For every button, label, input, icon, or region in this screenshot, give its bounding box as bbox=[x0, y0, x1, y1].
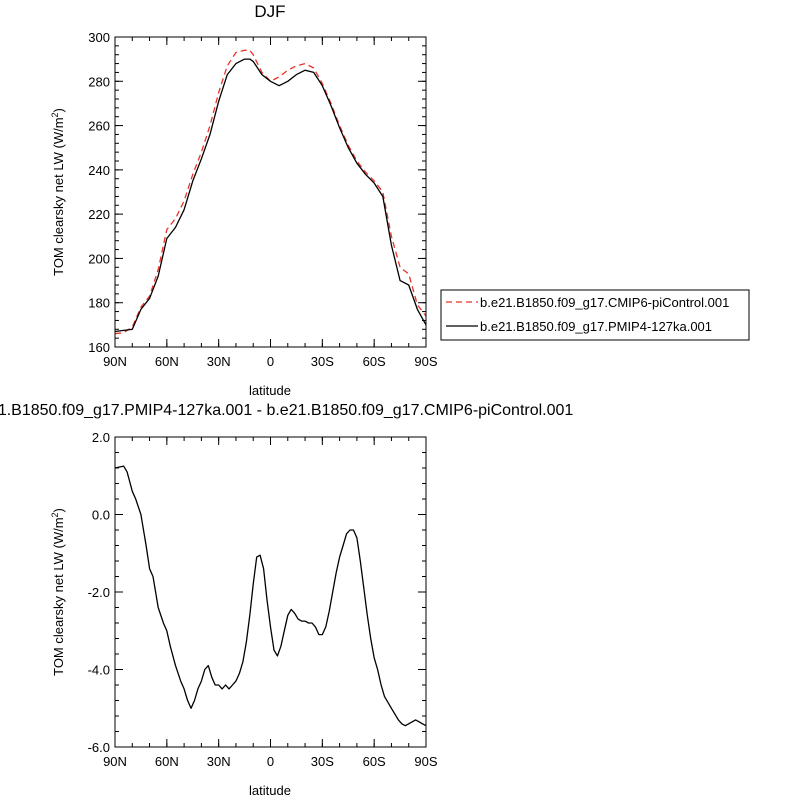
bottom-xtick-label: 90N bbox=[103, 754, 127, 769]
bottom-xtick-label: 60N bbox=[155, 754, 179, 769]
bottom-series-line-0 bbox=[114, 465, 427, 727]
bottom-xlabel: latitude bbox=[249, 783, 291, 798]
top-plot-area: 160 180 200 220 240 260 280 300 90N 60N 30N 0 30S 60S… bbox=[88, 30, 438, 369]
bottom-ytick-label: -6.0 bbox=[88, 740, 110, 755]
top-ytick-label: 240 bbox=[88, 163, 110, 178]
bottom-panel: b.e21.B1850.f09_g17.PMIP4-127ka.001 - b.… bbox=[0, 402, 573, 798]
top-xtick-label: 60S bbox=[363, 354, 386, 369]
bottom-xtick-label: 0 bbox=[267, 754, 274, 769]
bottom-xtick-label: 60S bbox=[363, 754, 386, 769]
top-ytick-label: 260 bbox=[88, 119, 110, 134]
top-ytick-label: 180 bbox=[88, 296, 110, 311]
top-xtick-label: 30N bbox=[207, 354, 231, 369]
bottom-xtick-label: 30S bbox=[311, 754, 334, 769]
bottom-xtick-label: 30N bbox=[207, 754, 231, 769]
top-panel: DJF 160 180 200 220 240 260 280 300 90N 60N 30N 0 30… bbox=[50, 2, 750, 398]
legend-label-0: b.e21.B1850.f09_g17.CMIP6-piControl.001 bbox=[480, 295, 729, 310]
bottom-ytick-label: 0.0 bbox=[92, 508, 110, 523]
top-xtick-label: 60N bbox=[155, 354, 179, 369]
top-ytick-label: 220 bbox=[88, 207, 110, 222]
bottom-ylabel: TOM clearsky net LW (W/m2) bbox=[50, 508, 66, 676]
bottom-ylabel-sup: 2 bbox=[50, 512, 60, 517]
top-xtick-label: 30S bbox=[311, 354, 334, 369]
top-ylabel-end: ) bbox=[51, 108, 66, 112]
top-xlabel: latitude bbox=[249, 383, 291, 398]
top-series-line-0 bbox=[114, 49, 427, 335]
bottom-plot-area: -6.0 -4.0 -2.0 0.0 2.0 90N 60N 30N 0 30S 60S 90S bbox=[88, 430, 438, 769]
top-ylabel-main: TOM clearsky net LW (W/m bbox=[51, 117, 66, 275]
bottom-ylabel-end: ) bbox=[51, 508, 66, 512]
bottom-ytick-label: -2.0 bbox=[88, 585, 110, 600]
top-ytick-label: 300 bbox=[88, 30, 110, 45]
top-ytick-label: 160 bbox=[88, 340, 110, 355]
bottom-xtick-label: 90S bbox=[414, 754, 437, 769]
bottom-frame bbox=[114, 436, 427, 748]
bottom-ytick-label: -4.0 bbox=[88, 663, 110, 678]
top-xtick-label: 90S bbox=[414, 354, 437, 369]
top-title: DJF bbox=[254, 2, 285, 21]
top-xtick-label: 90N bbox=[103, 354, 127, 369]
bottom-ylabel-main: TOM clearsky net LW (W/m bbox=[51, 517, 66, 675]
top-frame bbox=[114, 36, 427, 348]
top-ylabel-sup: 2 bbox=[50, 112, 60, 117]
bottom-ytick-label: 2.0 bbox=[92, 430, 110, 445]
top-ylabel: TOM clearsky net LW (W/m2) bbox=[50, 108, 66, 276]
top-ytick-label: 200 bbox=[88, 251, 110, 266]
legend-box bbox=[440, 289, 750, 341]
top-ytick-label: 280 bbox=[88, 74, 110, 89]
bottom-title: b.e21.B1850.f09_g17.PMIP4-127ka.001 - b.… bbox=[0, 402, 573, 419]
top-series-line-1 bbox=[114, 58, 427, 333]
legend: b.e21.B1850.f09_g17.CMIP6-piControl.001 … bbox=[440, 289, 750, 341]
top-xtick-label: 0 bbox=[267, 354, 274, 369]
legend-label-1: b.e21.B1850.f09_g17.PMIP4-127ka.001 bbox=[480, 319, 712, 334]
